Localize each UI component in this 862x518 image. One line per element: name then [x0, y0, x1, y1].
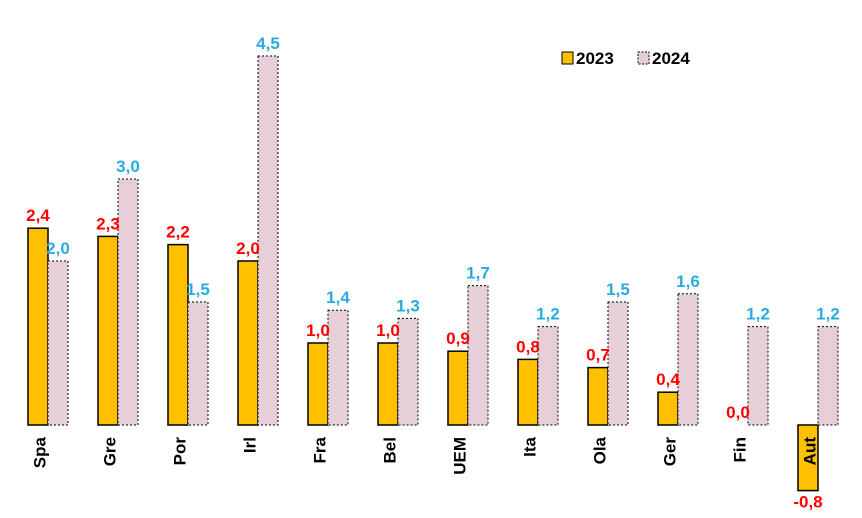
category-label-Por: Por [170, 437, 189, 466]
bar-2024-Fin [747, 326, 769, 426]
bar-2023-UEM [447, 350, 469, 426]
bar-2024-Ola [607, 301, 629, 426]
value-label-2024-Por: 1,5 [186, 280, 210, 299]
legend-label-2024: 2024 [652, 49, 690, 68]
bars-layer [27, 55, 839, 492]
category-label-Ola: Ola [590, 436, 609, 464]
value-label-2023-Ola: 0,7 [586, 346, 610, 365]
category-label-Ita: Ita [520, 436, 539, 456]
bar-2023-Fra [307, 342, 329, 426]
category-label-UEM: UEM [450, 437, 469, 475]
category-label-Ger: Ger [660, 437, 679, 467]
bar-2024-Fra [327, 309, 349, 426]
bar-2023-Spa [27, 227, 49, 426]
value-label-2023-UEM: 0,9 [446, 329, 470, 348]
category-label-Aut: Aut [800, 437, 819, 466]
value-label-2024-Fin: 1,2 [746, 305, 770, 324]
value-label-2023-Bel: 1,0 [376, 321, 400, 340]
legend-label-2023: 2023 [576, 49, 614, 68]
value-label-2023-Ger: 0,4 [656, 370, 680, 389]
bar-2023-Ita [517, 358, 539, 426]
value-label-2023-Irl: 2,0 [236, 239, 260, 258]
category-labels-layer: Spa Gre Por Irl Fra Bel UEM Ita Ola Ger Fin Aut [30, 436, 819, 474]
legend: 2023 2024 [561, 49, 690, 68]
value-label-2023-Fin: 0,0 [726, 403, 750, 422]
value-label-2024-Ita: 1,2 [536, 305, 560, 324]
value-label-2024-Gre: 3,0 [116, 157, 140, 176]
bar-2023-Irl [237, 260, 259, 426]
category-label-Irl: Irl [240, 437, 259, 453]
bar-2023-Ola [587, 366, 609, 426]
value-label-2024-Bel: 1,3 [396, 296, 420, 315]
value-label-2024-Spa: 2,0 [46, 239, 70, 258]
bar-2024-Irl [257, 55, 279, 426]
value-label-2023-Gre: 2,3 [96, 214, 120, 233]
category-label-Spa: Spa [30, 436, 49, 468]
value-label-2023-Fra: 1,0 [306, 321, 330, 340]
bar-2024-Aut [817, 326, 839, 426]
category-label-Gre: Gre [100, 437, 119, 466]
value-label-2024-Ger: 1,6 [676, 272, 700, 291]
value-label-2023-Spa: 2,4 [26, 206, 50, 225]
value-label-2024-Irl: 4,5 [256, 34, 280, 53]
bar-2023-Bel [377, 342, 399, 426]
value-labels-layer: 2,4 2,0 2,3 3,0 2,2 1,5 2,0 4,5 1,0 1,4 1,0 1,3 0,9 1… [26, 34, 840, 512]
category-label-Fra: Fra [310, 436, 329, 463]
value-label-2024-Ola: 1,5 [606, 280, 630, 299]
bar-2024-UEM [467, 285, 489, 426]
legend-swatch-2024 [637, 51, 650, 65]
bar-2023-Por [167, 243, 189, 426]
bar-2023-Aut [797, 424, 819, 492]
category-label-Fin: Fin [730, 437, 749, 463]
legend-swatch-2023 [561, 51, 574, 65]
category-label-Bel: Bel [380, 437, 399, 463]
bar-2024-Spa [47, 260, 69, 426]
bar-2024-Por [187, 301, 209, 426]
value-label-2023-Por: 2,2 [166, 223, 190, 242]
bar-2023-Ger [657, 391, 679, 426]
value-label-2023-Aut: -0,8 [793, 493, 822, 512]
value-label-2024-Aut: 1,2 [816, 305, 840, 324]
value-label-2024-UEM: 1,7 [466, 264, 490, 283]
bar-2024-Ita [537, 326, 559, 426]
bar-2024-Bel [397, 317, 419, 426]
value-label-2023-Ita: 0,8 [516, 337, 540, 356]
bar-2024-Gre [117, 178, 139, 426]
bar-2023-Gre [97, 235, 119, 426]
value-label-2024-Fra: 1,4 [326, 288, 350, 307]
bar-2024-Ger [677, 293, 699, 426]
